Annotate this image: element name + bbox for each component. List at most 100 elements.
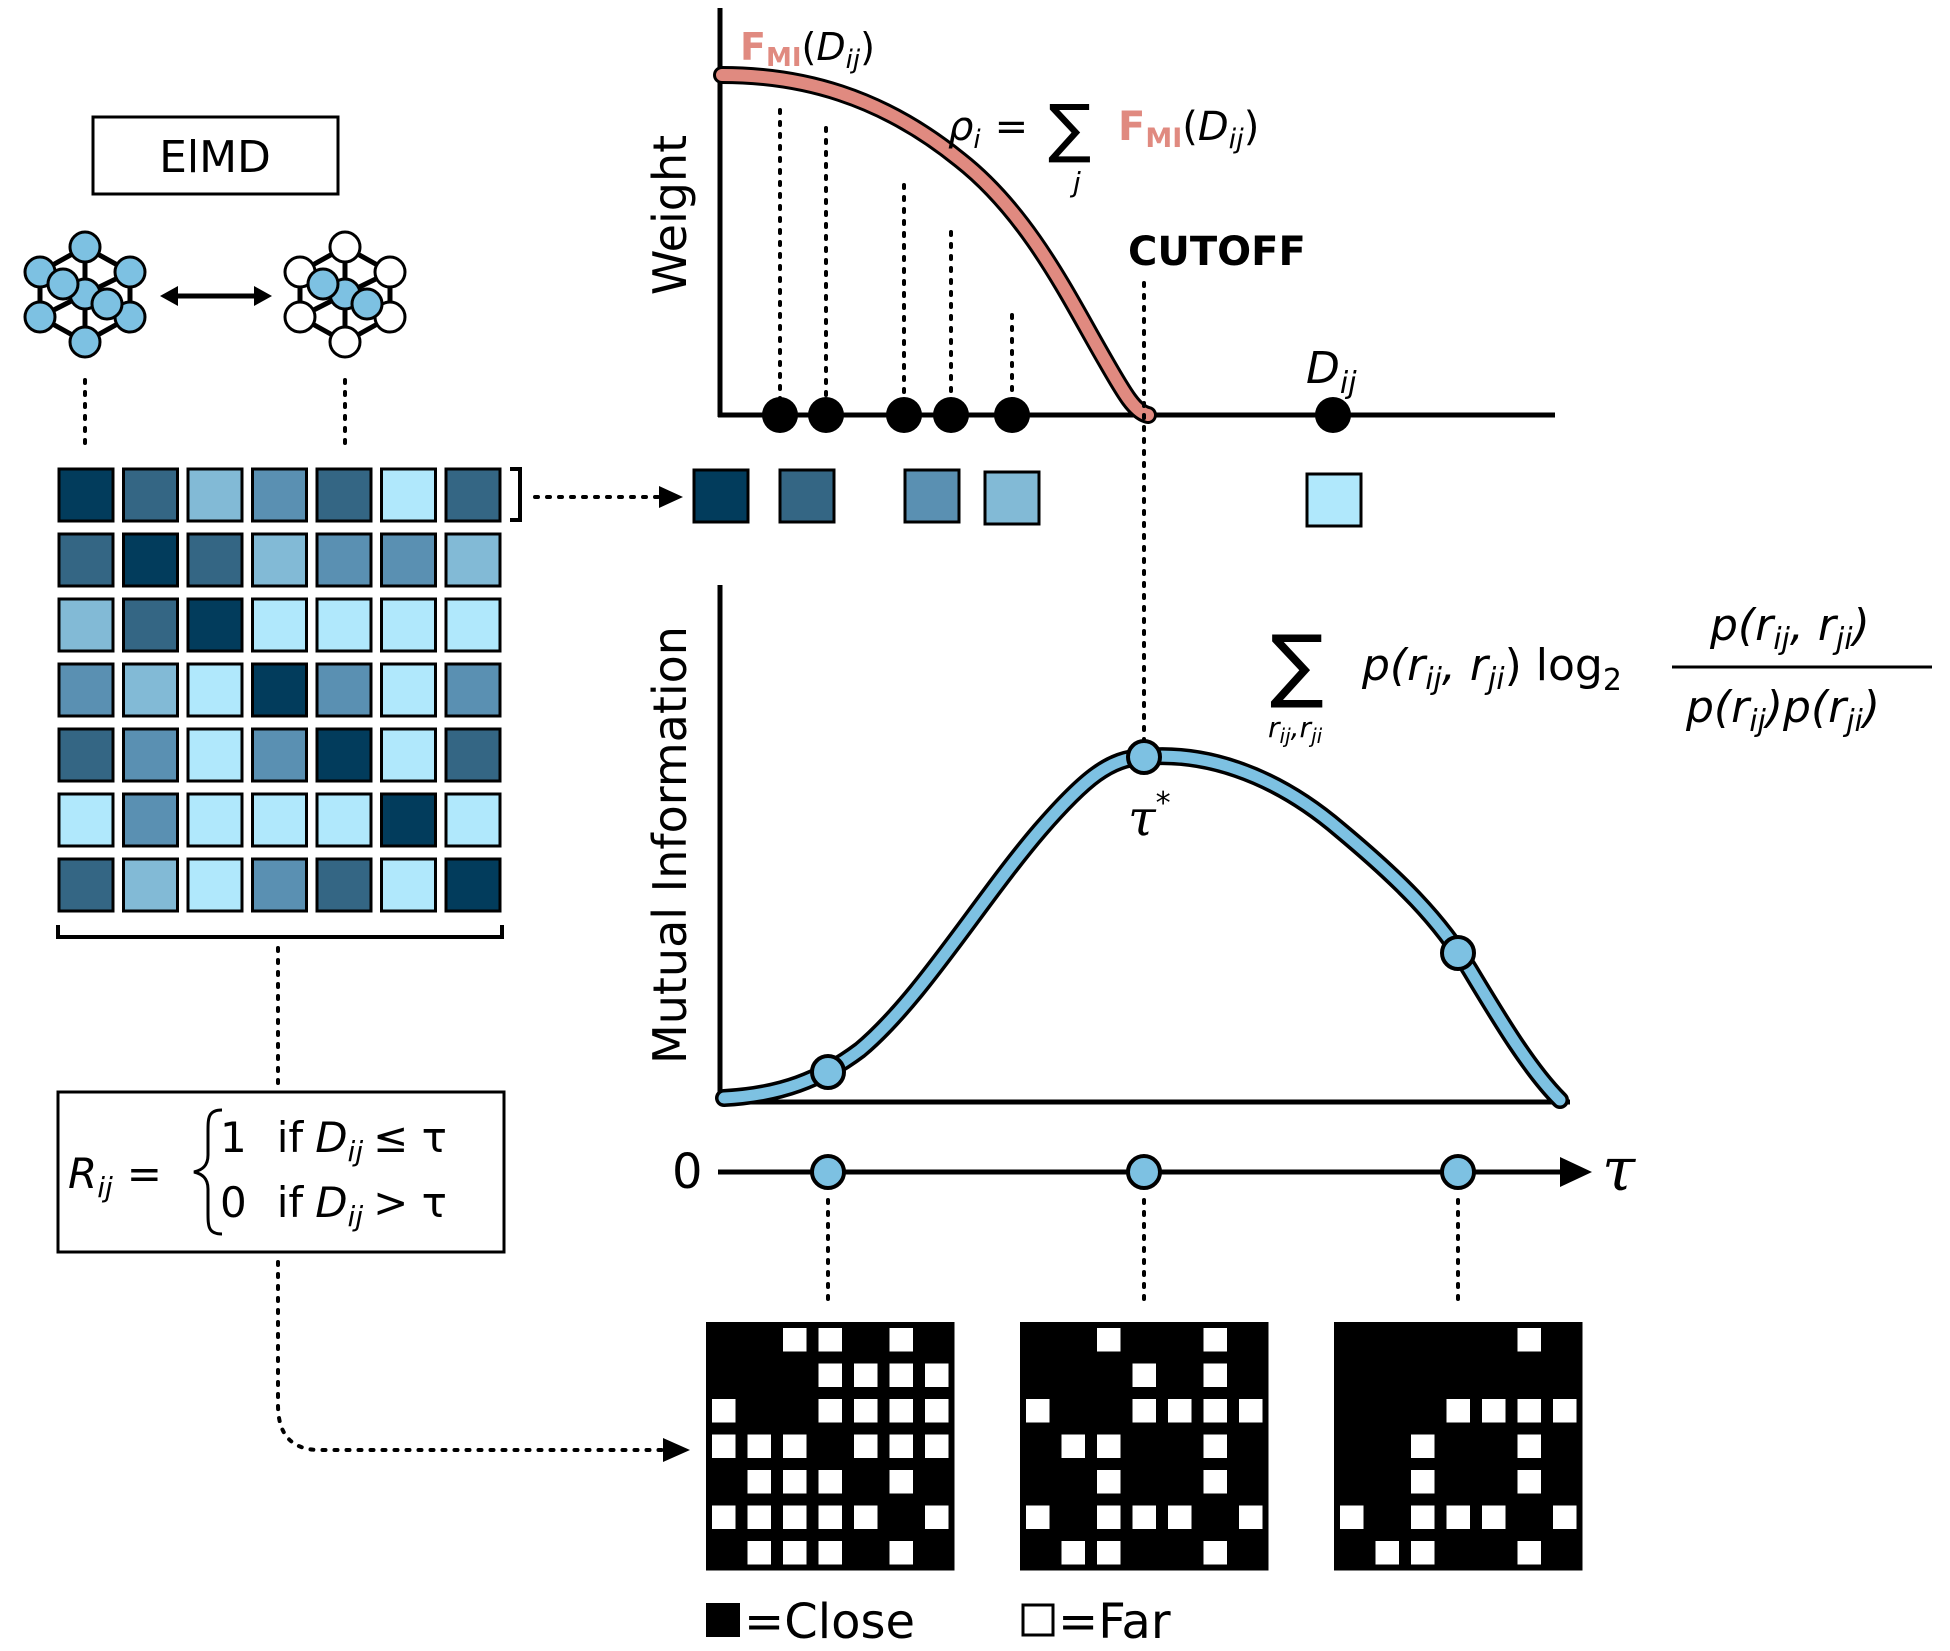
- matrix-cell: [380, 467, 437, 523]
- binary-cell-far: [1097, 1541, 1121, 1565]
- binary-cell-far: [1132, 1505, 1156, 1529]
- atom: [23, 300, 57, 334]
- weight-y-label: Weight: [643, 135, 697, 295]
- atom: [46, 267, 80, 301]
- mi-fraction-num: p(rij, rji): [1709, 600, 1870, 657]
- binary-cell-far: [712, 1505, 736, 1529]
- d-label: Dij: [1306, 343, 1357, 401]
- arrowhead: [663, 1438, 690, 1462]
- rho-sum: ∑: [1048, 92, 1091, 166]
- matrix-cell: [251, 792, 308, 848]
- binary-cell-far: [1097, 1328, 1121, 1352]
- binary-cell-far: [783, 1541, 807, 1565]
- matrix-cell: [251, 467, 308, 523]
- binary-cell-far: [818, 1541, 842, 1565]
- matrix-cell: [251, 532, 308, 588]
- matrix-cell: [380, 532, 437, 588]
- matrix-cell: [380, 727, 437, 783]
- binary-cell-far: [889, 1541, 913, 1565]
- binary-cell-far: [889, 1363, 913, 1387]
- matrix-cell: [315, 532, 373, 588]
- mi-sum: ∑: [1270, 618, 1324, 711]
- binary-cell-far: [747, 1505, 771, 1529]
- binary-cell-far: [1026, 1505, 1050, 1529]
- binary-cell-far: [1482, 1399, 1506, 1423]
- binary-cell-far: [818, 1328, 842, 1352]
- atom: [306, 267, 340, 301]
- mi-plot: Mutual Information τ* ∑ rij,rji p(rij, r…: [643, 585, 1932, 1109]
- binary-cell-far: [1446, 1505, 1470, 1529]
- double-arrow-head-right: [254, 286, 272, 306]
- distance-point-far: [1315, 397, 1351, 433]
- double-arrow-head-left: [160, 286, 178, 306]
- atom: [328, 230, 362, 264]
- binary-cell-far: [854, 1505, 878, 1529]
- matrix-cell: [122, 792, 179, 848]
- matrix-cell: [186, 727, 244, 783]
- matrix-cell: [57, 662, 115, 718]
- rule-brace: [193, 1108, 223, 1236]
- binary-cell-far: [1411, 1434, 1435, 1458]
- mi-sum-sub: rij,rji: [1268, 711, 1323, 748]
- row-bracket: [510, 467, 522, 522]
- matrix-cell: [444, 662, 502, 718]
- binary-cell-far: [1203, 1541, 1227, 1565]
- binary-cell-far: [854, 1399, 878, 1423]
- binary-cell-far: [818, 1363, 842, 1387]
- selected-cell: [983, 470, 1041, 526]
- mi-point-max: [1126, 739, 1162, 775]
- matrix-cell: [186, 467, 244, 523]
- legend-far-swatch: [1021, 1603, 1055, 1637]
- binary-cell-far: [925, 1434, 949, 1458]
- matrix-cell: [444, 597, 502, 653]
- binary-cell-far: [1203, 1363, 1227, 1387]
- binary-cell-far: [889, 1470, 913, 1494]
- matrix-cell: [444, 467, 502, 523]
- binary-matrix-bg: [1334, 1322, 1583, 1571]
- rule-lhs: Rij =: [68, 1149, 162, 1204]
- matrix-cell: [251, 727, 308, 783]
- matrix-cell: [444, 857, 502, 913]
- binary-cell-far: [818, 1399, 842, 1423]
- rho-fmi: FMI(Dij): [1118, 104, 1259, 155]
- matrix-bracket: [56, 925, 504, 939]
- matrix-cell: [57, 467, 115, 523]
- binary-cell-far: [889, 1434, 913, 1458]
- rule-case-0: 0 if Dij > τ: [220, 1178, 447, 1233]
- distance-point: [994, 397, 1030, 433]
- dotted-arrow-rule: [276, 1260, 667, 1452]
- binary-cell-far: [1553, 1399, 1577, 1423]
- matrix-cell: [57, 532, 115, 588]
- tau-star-label: τ*: [1128, 786, 1171, 847]
- elmd-label: ElMD: [159, 132, 271, 183]
- matrix-cell: [315, 467, 373, 523]
- matrix-cell: [315, 597, 373, 653]
- legend-close-label: =Close: [744, 1594, 915, 1650]
- matrix-cell: [251, 662, 308, 718]
- matrix-cell: [186, 792, 244, 848]
- matrix-cell: [251, 597, 308, 653]
- cutoff-label: CUTOFF: [1128, 229, 1306, 275]
- binary-matrix-1: [706, 1322, 955, 1571]
- atom: [90, 287, 124, 321]
- binary-cell-far: [889, 1399, 913, 1423]
- binary-cell-far: [1411, 1505, 1435, 1529]
- rule-box-frame: [56, 1090, 506, 1254]
- binary-cell-far: [747, 1470, 771, 1494]
- binary-cell-far: [1411, 1470, 1435, 1494]
- selected-cell: [903, 468, 961, 524]
- binary-cell-far: [712, 1399, 736, 1423]
- binary-cell-far: [1132, 1363, 1156, 1387]
- matrix-cell: [122, 662, 179, 718]
- binary-matrix-2: [1020, 1322, 1269, 1571]
- crystal-structure-left: [23, 230, 147, 359]
- arrowhead: [659, 486, 683, 508]
- matrix-cell: [186, 532, 244, 588]
- weight-plot: Weight FMI(Dij) ρi = ∑ j FMI(Dij) CUTOFF …: [643, 8, 1555, 762]
- binary-matrix-bg: [706, 1322, 955, 1571]
- atom: [373, 255, 407, 289]
- mi-y-label: Mutual Information: [643, 626, 697, 1064]
- matrix-cell: [122, 727, 179, 783]
- rho-formula: ρi =: [948, 104, 1028, 155]
- tau-point: [1440, 1154, 1476, 1190]
